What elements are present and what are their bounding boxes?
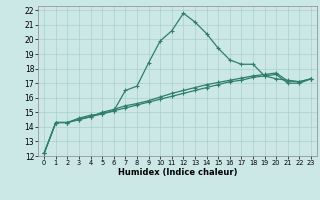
X-axis label: Humidex (Indice chaleur): Humidex (Indice chaleur) bbox=[118, 168, 237, 177]
